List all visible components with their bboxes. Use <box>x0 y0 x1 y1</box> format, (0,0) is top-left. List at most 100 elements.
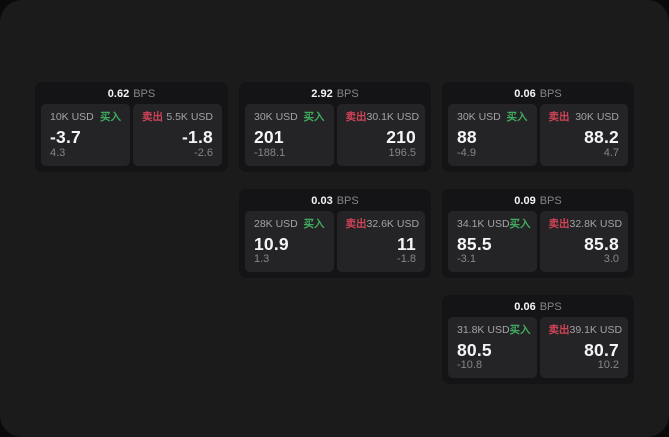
sell-delta: -1.8 <box>397 253 416 265</box>
buy-delta: -4.9 <box>457 147 476 159</box>
sell-tile-top: 卖出 32.6K USD <box>345 218 420 230</box>
card-body: 28K USD 买入 10.9 1.3 卖出 32.6K USD 11 -1.8 <box>239 211 431 278</box>
sell-side-label: 卖出 <box>548 324 570 336</box>
buy-price: 85.5 <box>457 233 492 254</box>
sell-price: 80.7 <box>584 339 619 360</box>
buy-size: 30K USD <box>457 111 501 123</box>
sell-side-label: 卖出 <box>548 218 570 230</box>
buy-size: 34.1K USD <box>457 218 510 230</box>
sell-side-label: 卖出 <box>548 111 570 123</box>
buy-delta: 4.3 <box>50 147 66 159</box>
sell-size: 32.6K USD <box>366 218 420 230</box>
sell-price: -1.8 <box>182 126 213 147</box>
buy-tile[interactable]: 34.1K USD 买入 85.5 -3.1 <box>448 211 537 272</box>
sell-tile[interactable]: 卖出 30.1K USD 210 196.5 <box>336 104 425 166</box>
bps-unit: BPS <box>336 87 359 100</box>
buy-tile[interactable]: 30K USD 买入 88 -4.9 <box>448 104 537 166</box>
sell-tile[interactable]: 卖出 30K USD 88.2 4.7 <box>539 104 628 166</box>
quote-card: 0.06 BPS 31.8K USD 买入 80.5 -10.8 卖出 39.1… <box>442 295 634 384</box>
sell-tile[interactable]: 卖出 32.6K USD 11 -1.8 <box>336 211 425 272</box>
card-body: 30K USD 买入 88 -4.9 卖出 30K USD 88.2 4.7 <box>442 104 634 172</box>
buy-side-label: 买入 <box>100 111 121 123</box>
card-body: 31.8K USD 买入 80.5 -10.8 卖出 39.1K USD 80.… <box>442 317 634 384</box>
card-body: 34.1K USD 买入 85.5 -3.1 卖出 32.8K USD 85.8… <box>442 211 634 278</box>
bps-unit: BPS <box>539 300 562 313</box>
sell-size: 39.1K USD <box>569 324 623 336</box>
buy-tile[interactable]: 30K USD 买入 201 -188.1 <box>245 104 334 166</box>
sell-size: 30K USD <box>575 111 619 123</box>
buy-tile[interactable]: 31.8K USD 买入 80.5 -10.8 <box>448 317 537 378</box>
buy-tile-top: 34.1K USD 买入 <box>457 218 531 230</box>
sell-tile[interactable]: 卖出 39.1K USD 80.7 10.2 <box>539 317 628 378</box>
sell-price: 85.8 <box>584 233 619 254</box>
buy-side-label: 买入 <box>509 218 531 230</box>
bps-unit: BPS <box>539 194 562 207</box>
sell-tile-top: 卖出 32.8K USD <box>548 218 623 230</box>
bps-unit: BPS <box>539 87 562 100</box>
buy-size: 31.8K USD <box>457 324 510 336</box>
buy-delta: -188.1 <box>254 147 286 159</box>
card-header: 2.92 BPS <box>239 82 431 104</box>
sell-tile[interactable]: 卖出 5.5K USD -1.8 -2.6 <box>133 104 222 166</box>
sell-side-label: 卖出 <box>345 111 367 123</box>
buy-side-label: 买入 <box>506 111 528 123</box>
sell-delta: 3.0 <box>603 253 619 265</box>
buy-price: 10.9 <box>254 233 289 254</box>
buy-tile-top: 31.8K USD 买入 <box>457 324 531 336</box>
card-body: 30K USD 买入 201 -188.1 卖出 30.1K USD 210 1… <box>239 104 431 172</box>
sell-price: 88.2 <box>584 126 619 147</box>
buy-tile[interactable]: 10K USD 买入 -3.7 4.3 <box>41 104 130 166</box>
sell-delta: 196.5 <box>388 147 416 159</box>
buy-size: 30K USD <box>254 111 298 123</box>
card-header: 0.09 BPS <box>442 189 634 211</box>
sell-side-label: 卖出 <box>345 218 367 230</box>
sell-size: 5.5K USD <box>166 111 213 123</box>
buy-delta: 1.3 <box>254 253 270 265</box>
buy-side-label: 买入 <box>303 111 325 123</box>
buy-side-label: 买入 <box>509 324 531 336</box>
buy-tile-top: 30K USD 买入 <box>254 112 325 123</box>
quote-card-grid: 0.62 BPS 10K USD 买入 -3.7 4.3 卖出 5.5K USD <box>35 82 634 384</box>
bps-value: 0.06 <box>514 87 536 100</box>
sell-price: 11 <box>397 233 416 254</box>
sell-size: 32.8K USD <box>569 218 623 230</box>
buy-delta: -3.1 <box>457 253 476 265</box>
sell-price: 210 <box>386 126 416 147</box>
sell-delta: 10.2 <box>597 359 619 371</box>
buy-size: 10K USD <box>50 111 94 123</box>
sell-delta: -2.6 <box>194 147 213 159</box>
sell-delta: 4.7 <box>603 147 619 159</box>
bps-unit: BPS <box>336 194 359 207</box>
quote-card: 0.06 BPS 30K USD 买入 88 -4.9 卖出 30K USD <box>442 82 634 172</box>
bps-value: 0.06 <box>514 300 536 313</box>
sell-size: 30.1K USD <box>366 111 420 123</box>
buy-tile[interactable]: 28K USD 买入 10.9 1.3 <box>245 211 334 272</box>
sell-tile-top: 卖出 30.1K USD <box>345 111 420 123</box>
card-header: 0.06 BPS <box>442 82 634 104</box>
buy-tile-top: 10K USD 买入 <box>50 112 121 123</box>
card-header: 0.03 BPS <box>239 189 431 211</box>
sell-side-label: 卖出 <box>142 111 163 123</box>
sell-tile-top: 卖出 5.5K USD <box>142 112 213 123</box>
buy-tile-top: 30K USD 买入 <box>457 112 528 123</box>
quote-card: 0.03 BPS 28K USD 买入 10.9 1.3 卖出 32.6K US… <box>239 189 431 278</box>
card-header: 0.06 BPS <box>442 295 634 317</box>
bps-value: 0.03 <box>311 194 333 207</box>
buy-price: 201 <box>254 126 284 147</box>
sell-tile[interactable]: 卖出 32.8K USD 85.8 3.0 <box>539 211 628 272</box>
buy-side-label: 买入 <box>303 218 325 230</box>
buy-size: 28K USD <box>254 218 298 230</box>
buy-price: -3.7 <box>50 126 81 147</box>
buy-price: 80.5 <box>457 339 492 360</box>
card-header: 0.62 BPS <box>35 82 228 104</box>
bps-value: 0.62 <box>107 87 130 100</box>
bps-value: 0.09 <box>514 194 536 207</box>
quote-card: 2.92 BPS 30K USD 买入 201 -188.1 卖出 30.1K … <box>239 82 431 172</box>
quote-card: 0.09 BPS 34.1K USD 买入 85.5 -3.1 卖出 32.8K… <box>442 189 634 278</box>
sell-tile-top: 卖出 30K USD <box>549 112 620 123</box>
buy-price: 88 <box>457 126 477 147</box>
buy-delta: -10.8 <box>457 359 483 371</box>
sell-tile-top: 卖出 39.1K USD <box>548 324 623 336</box>
quote-card: 0.62 BPS 10K USD 买入 -3.7 4.3 卖出 5.5K USD <box>35 82 228 172</box>
